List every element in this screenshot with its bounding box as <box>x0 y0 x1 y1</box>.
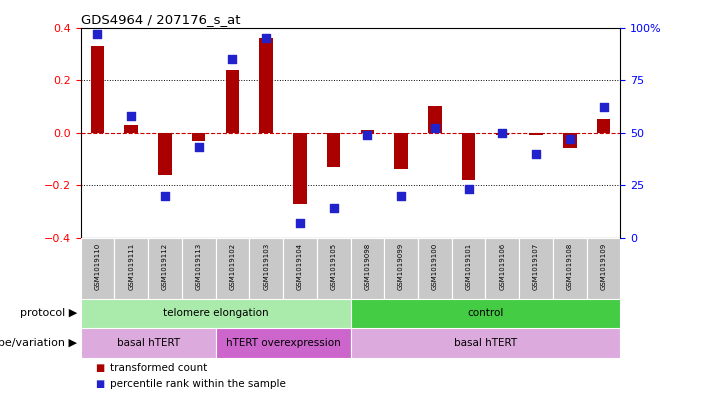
Bar <box>81 238 114 299</box>
Point <box>598 104 609 110</box>
Bar <box>216 328 350 358</box>
Bar <box>384 238 418 299</box>
Text: telomere elongation: telomere elongation <box>163 309 268 318</box>
Point <box>564 136 576 142</box>
Text: genotype/variation ▶: genotype/variation ▶ <box>0 338 77 348</box>
Point <box>395 193 407 199</box>
Bar <box>250 238 283 299</box>
Text: GSM1019103: GSM1019103 <box>263 242 269 290</box>
Text: GSM1019100: GSM1019100 <box>432 242 438 290</box>
Text: transformed count: transformed count <box>110 363 207 373</box>
Bar <box>428 107 442 132</box>
Bar <box>350 238 384 299</box>
Text: protocol ▶: protocol ▶ <box>20 309 77 318</box>
Text: control: control <box>468 309 503 318</box>
Text: GSM1019113: GSM1019113 <box>196 242 202 290</box>
Text: GSM1019104: GSM1019104 <box>297 242 303 290</box>
Bar <box>451 238 485 299</box>
Text: ■: ■ <box>95 363 104 373</box>
Bar <box>563 132 576 149</box>
Text: basal hTERT: basal hTERT <box>116 338 179 348</box>
Bar <box>259 38 273 132</box>
Text: percentile rank within the sample: percentile rank within the sample <box>110 379 286 389</box>
Bar <box>148 238 182 299</box>
Bar <box>125 125 138 132</box>
Point <box>92 31 103 37</box>
Text: GSM1019107: GSM1019107 <box>533 242 539 290</box>
Text: GSM1019109: GSM1019109 <box>601 242 606 290</box>
Point <box>362 132 373 138</box>
Point <box>294 220 306 226</box>
Point <box>227 56 238 62</box>
Bar <box>114 238 148 299</box>
Bar <box>462 132 475 180</box>
Text: GDS4964 / 207176_s_at: GDS4964 / 207176_s_at <box>81 13 240 26</box>
Point <box>531 151 542 157</box>
Text: GSM1019111: GSM1019111 <box>128 242 134 290</box>
Bar <box>553 238 587 299</box>
Bar <box>192 132 205 141</box>
Point <box>193 144 204 151</box>
Text: hTERT overexpression: hTERT overexpression <box>226 338 341 348</box>
Text: GSM1019101: GSM1019101 <box>465 242 472 290</box>
Bar <box>529 132 543 135</box>
Text: GSM1019108: GSM1019108 <box>567 242 573 290</box>
Text: GSM1019098: GSM1019098 <box>365 242 370 290</box>
Point <box>159 193 170 199</box>
Text: GSM1019105: GSM1019105 <box>331 242 336 290</box>
Bar <box>327 132 341 167</box>
Bar <box>90 46 104 132</box>
Bar <box>226 70 239 132</box>
Bar <box>158 132 172 174</box>
Bar <box>496 132 509 135</box>
Text: GSM1019099: GSM1019099 <box>398 242 404 290</box>
Point <box>125 113 137 119</box>
Point <box>328 205 339 211</box>
Bar <box>293 132 306 204</box>
Bar <box>587 238 620 299</box>
Bar <box>81 299 350 328</box>
Bar <box>317 238 350 299</box>
Bar <box>216 238 250 299</box>
Point <box>497 129 508 136</box>
Text: GSM1019106: GSM1019106 <box>499 242 505 290</box>
Bar <box>182 238 216 299</box>
Text: GSM1019110: GSM1019110 <box>95 242 100 290</box>
Bar <box>597 119 611 132</box>
Bar <box>81 328 216 358</box>
Bar <box>350 299 620 328</box>
Bar <box>485 238 519 299</box>
Text: GSM1019102: GSM1019102 <box>229 242 236 290</box>
Point <box>463 186 474 193</box>
Bar <box>418 238 451 299</box>
Bar <box>395 132 408 169</box>
Text: basal hTERT: basal hTERT <box>454 338 517 348</box>
Text: ■: ■ <box>95 379 104 389</box>
Point <box>429 125 440 132</box>
Bar <box>360 130 374 132</box>
Bar <box>519 238 553 299</box>
Point <box>261 35 272 41</box>
Bar <box>283 238 317 299</box>
Bar <box>350 328 620 358</box>
Text: GSM1019112: GSM1019112 <box>162 242 168 290</box>
